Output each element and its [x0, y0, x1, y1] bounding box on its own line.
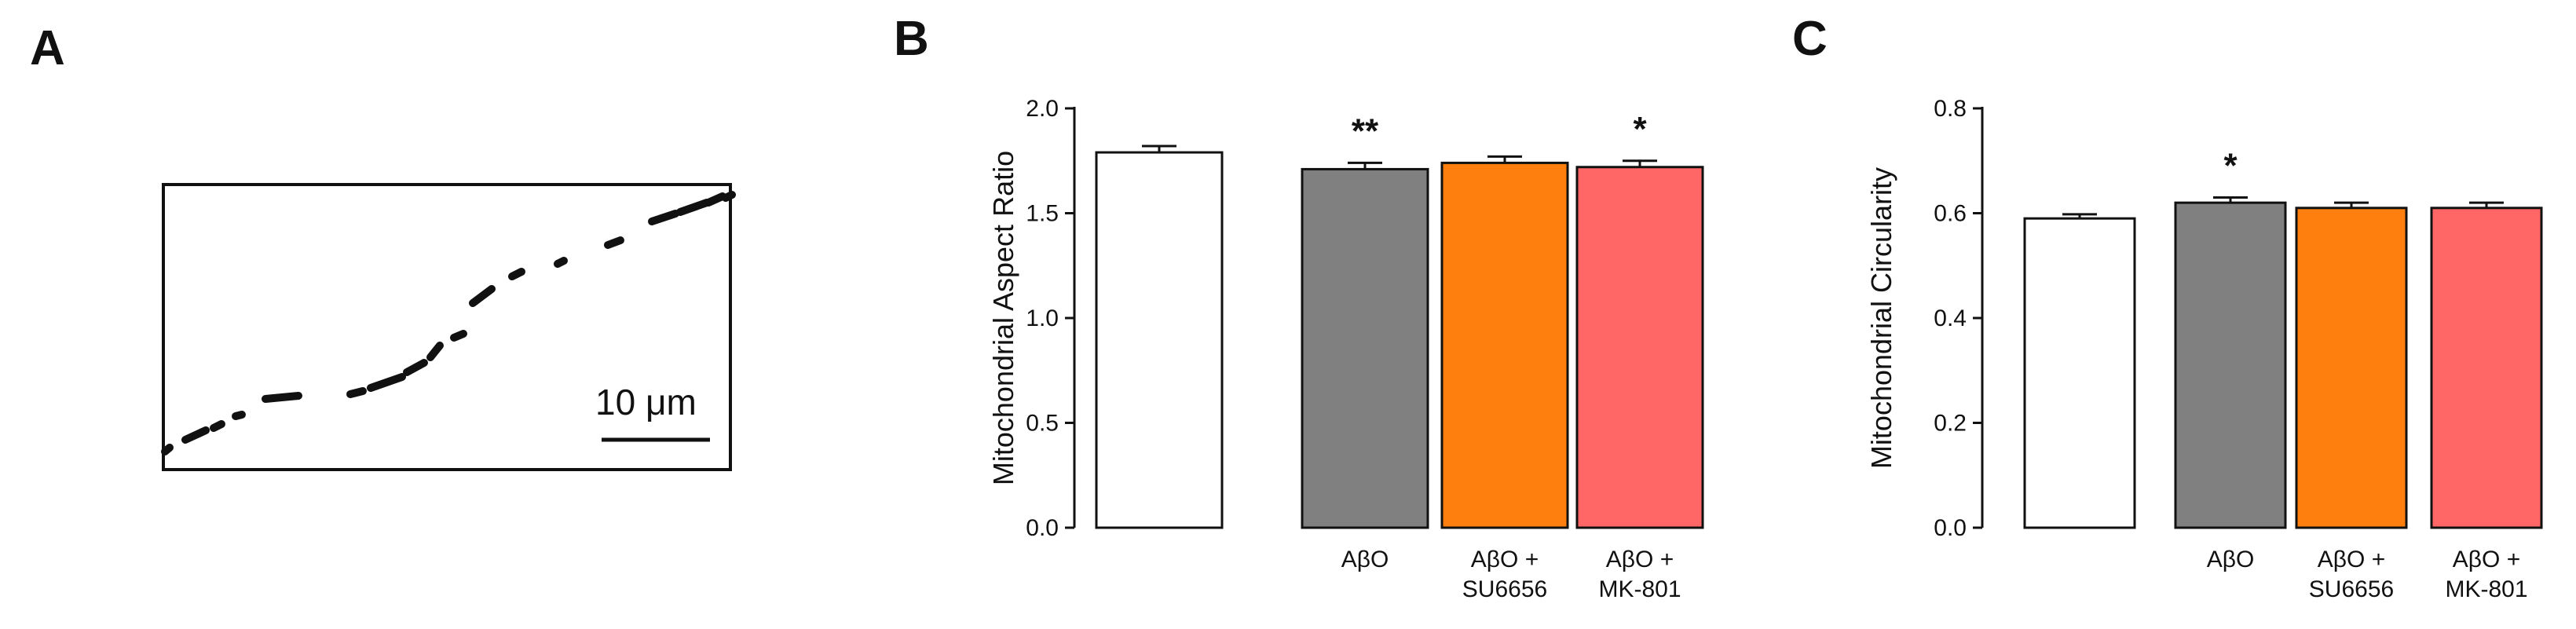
- y-tick-label: 1.0: [1026, 305, 1059, 331]
- panel-letter-c: C: [1792, 12, 1828, 66]
- kymograph-trace: [161, 191, 736, 455]
- scale-bar-label: 10 μm: [595, 382, 697, 422]
- significance-marker: **: [1352, 112, 1379, 150]
- y-tick-label: 0.4: [1934, 305, 1967, 331]
- kymograph-segment: [554, 257, 568, 268]
- y-tick-label: 0.8: [1934, 96, 1967, 122]
- kymograph-segment: [508, 268, 525, 280]
- category-label: SU6656: [2309, 576, 2394, 602]
- category-label: AβO +: [1471, 547, 1539, 572]
- kymograph-segment: [722, 191, 736, 202]
- panel-letter-b: B: [894, 12, 929, 66]
- kymograph-segment: [367, 373, 406, 392]
- y-tick-label: 0.0: [1026, 515, 1059, 541]
- y-tick-label: 2.0: [1026, 96, 1059, 122]
- panel-letter-a: A: [30, 21, 65, 75]
- chart-aspect-ratio: Mitochondrial Aspect Ratio 0.0 0.5 1.0 1.5 2.…: [987, 96, 1704, 602]
- category-label: AβO: [1341, 547, 1389, 572]
- category-label: SU6656: [1462, 576, 1547, 602]
- kymograph-segment: [181, 426, 210, 444]
- kymograph-segment: [403, 359, 428, 376]
- y-tick-label: 1.5: [1026, 201, 1059, 227]
- bar: [2023, 217, 2136, 529]
- kymograph-segment: [210, 420, 225, 432]
- kymograph-segment: [648, 210, 679, 225]
- kymograph-segment: [450, 330, 467, 342]
- category-label: AβO +: [1606, 547, 1674, 572]
- bar: [1095, 151, 1224, 529]
- kymograph-panel: 10 μm: [161, 183, 736, 471]
- significance-marker: *: [2223, 146, 2238, 185]
- y-tick-label: 0.6: [1934, 201, 1967, 227]
- kymograph-segment: [346, 387, 367, 398]
- kymograph-segment: [676, 199, 711, 216]
- y-axis-title: Mitochondrial Circularity: [1865, 167, 1897, 469]
- bar: [2295, 207, 2408, 529]
- kymograph-segment: [469, 285, 496, 307]
- category-label: AβO: [2207, 547, 2255, 572]
- bar: [2430, 207, 2543, 529]
- chart-circularity: Mitochondrial Circularity 0.0 0.2 0.4 0.6 0.8…: [1865, 96, 2543, 602]
- y-tick-label: 0.0: [1934, 515, 1967, 541]
- kymograph-segment: [161, 444, 174, 455]
- bar: [1440, 161, 1569, 529]
- category-label: AβO +: [2318, 547, 2385, 572]
- kymograph-segment: [232, 411, 246, 420]
- y-axis-title: Mitochondrial Aspect Ratio: [987, 151, 1019, 485]
- category-label: MK-801: [2445, 576, 2527, 602]
- kymograph-segment: [262, 392, 302, 403]
- bar: [1301, 167, 1429, 529]
- kymograph-segment: [704, 192, 726, 207]
- kymograph-segment: [604, 236, 624, 249]
- bar: [1575, 166, 1704, 529]
- y-tick-label: 0.2: [1934, 411, 1967, 437]
- kymograph-frame: [162, 183, 732, 471]
- category-label: AβO +: [2453, 547, 2520, 572]
- y-tick-label: 0.5: [1026, 411, 1059, 437]
- significance-marker: *: [1633, 110, 1647, 148]
- kymograph-segment: [426, 342, 444, 361]
- category-label: MK-801: [1598, 576, 1681, 602]
- bar: [2174, 201, 2287, 529]
